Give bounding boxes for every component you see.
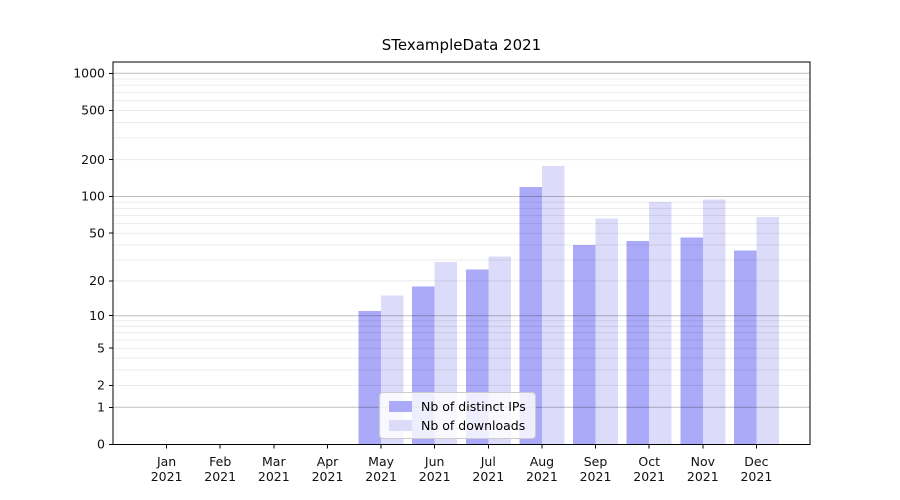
legend-swatch-downloads [389, 419, 412, 431]
chart-title: STexampleData 2021 [381, 36, 542, 54]
plot-border [112, 61, 811, 445]
legend-label-distinct-ips: Nb of distinct IPs [421, 398, 526, 414]
y-tick-label: 200 [81, 152, 105, 167]
x-tick-label-year: 2021 [258, 469, 290, 484]
bar-ips-aug [519, 186, 542, 445]
x-tick-label-year: 2021 [204, 469, 236, 484]
y-tick-label: 1 [97, 400, 105, 415]
bar-ips-dec [733, 250, 757, 445]
x-tick-label-month: Feb [209, 454, 231, 469]
x-tick-label-month: Apr [317, 454, 339, 469]
x-tick-label-year: 2021 [740, 469, 772, 484]
x-tick-label-year: 2021 [687, 469, 719, 484]
y-tick-label: 50 [89, 225, 105, 240]
legend: Nb of distinct IPs Nb of downloads [379, 392, 536, 439]
x-tick-label-year: 2021 [472, 469, 504, 484]
bar-downloads-sep [595, 218, 618, 445]
x-tick-label-year: 2021 [580, 469, 612, 484]
x-tick-label-month: Jul [480, 454, 496, 469]
x-tick-label-year: 2021 [151, 469, 183, 484]
legend-item-distinct-ips: Nb of distinct IPs [389, 398, 526, 414]
bar-downloads-nov [702, 199, 726, 445]
legend-label-downloads: Nb of downloads [421, 417, 526, 433]
bar-downloads-dec [756, 217, 779, 445]
y-tick-label: 10 [89, 308, 105, 323]
y-tick-label: 500 [81, 103, 105, 118]
x-tick-label-year: 2021 [633, 469, 665, 484]
y-tick-label: 0 [97, 437, 105, 452]
x-tick-label-year: 2021 [526, 469, 558, 484]
y-tick-label: 20 [89, 273, 105, 288]
x-tick-label-month: Oct [638, 454, 660, 469]
bar-ips-sep [573, 245, 596, 445]
bar-ips-oct [626, 241, 650, 445]
x-tick-label-month: Mar [262, 454, 286, 469]
y-tick-label: 5 [97, 340, 105, 355]
y-tick-label: 2 [97, 378, 105, 393]
x-tick-label-month: May [368, 454, 394, 469]
bar-ips-nov [680, 237, 703, 445]
x-tick-label-year: 2021 [419, 469, 451, 484]
x-tick-label-month: Dec [744, 454, 768, 469]
x-tick-label-month: Jan [156, 454, 176, 469]
legend-item-downloads: Nb of downloads [389, 417, 526, 433]
x-tick-label-month: Jun [424, 454, 445, 469]
x-tick-label-month: Nov [691, 454, 716, 469]
y-tick-label: 1000 [73, 66, 105, 81]
x-tick-label-month: Aug [530, 454, 554, 469]
bar-downloads-aug [541, 165, 565, 445]
x-tick-label-year: 2021 [312, 469, 344, 484]
bar-downloads-oct [649, 202, 672, 445]
bar-ips-may [358, 311, 382, 445]
x-tick-label-month: Sep [584, 454, 608, 469]
legend-swatch-distinct-ips [389, 400, 412, 412]
x-tick-label-year: 2021 [365, 469, 397, 484]
y-tick-label: 100 [81, 189, 105, 204]
